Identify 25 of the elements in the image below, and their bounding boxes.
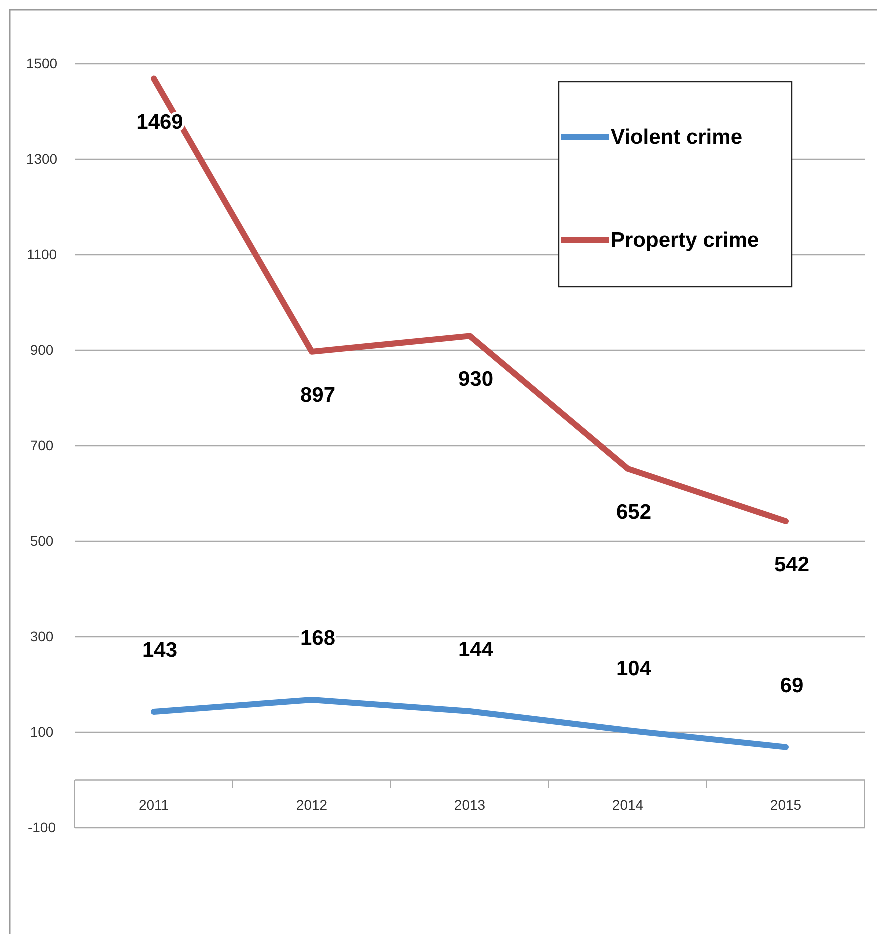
- data-label: 930: [458, 368, 494, 392]
- data-label: 542: [774, 553, 810, 576]
- x-tick-label: 2015: [770, 797, 802, 814]
- y-tick-label: 100: [30, 724, 54, 740]
- y-tick-label: 900: [30, 342, 54, 358]
- y-tick-label: 1500: [26, 55, 58, 72]
- legend-label: Violent crime: [611, 126, 742, 149]
- y-tick-label: 1300: [26, 150, 58, 167]
- x-tick-label: 2014: [612, 797, 644, 814]
- data-label: 144: [458, 638, 494, 662]
- x-tick-label: 2011: [138, 797, 170, 814]
- y-tick-label: -100: [28, 819, 56, 836]
- data-label: 168: [300, 627, 336, 650]
- y-tick-label: 500: [30, 532, 54, 549]
- x-tick-label: 2013: [454, 797, 486, 814]
- data-label: 143: [142, 638, 178, 662]
- legend-label: Property crime: [611, 229, 760, 252]
- y-tick-label: 300: [30, 628, 54, 644]
- data-label: 104: [616, 658, 652, 681]
- x-tick-label: 2012: [296, 797, 328, 814]
- data-label: 69: [780, 674, 804, 698]
- data-label: 652: [616, 500, 652, 524]
- data-label: 897: [300, 384, 336, 407]
- y-tick-label: 1100: [26, 246, 58, 262]
- y-tick-label: 700: [30, 437, 54, 454]
